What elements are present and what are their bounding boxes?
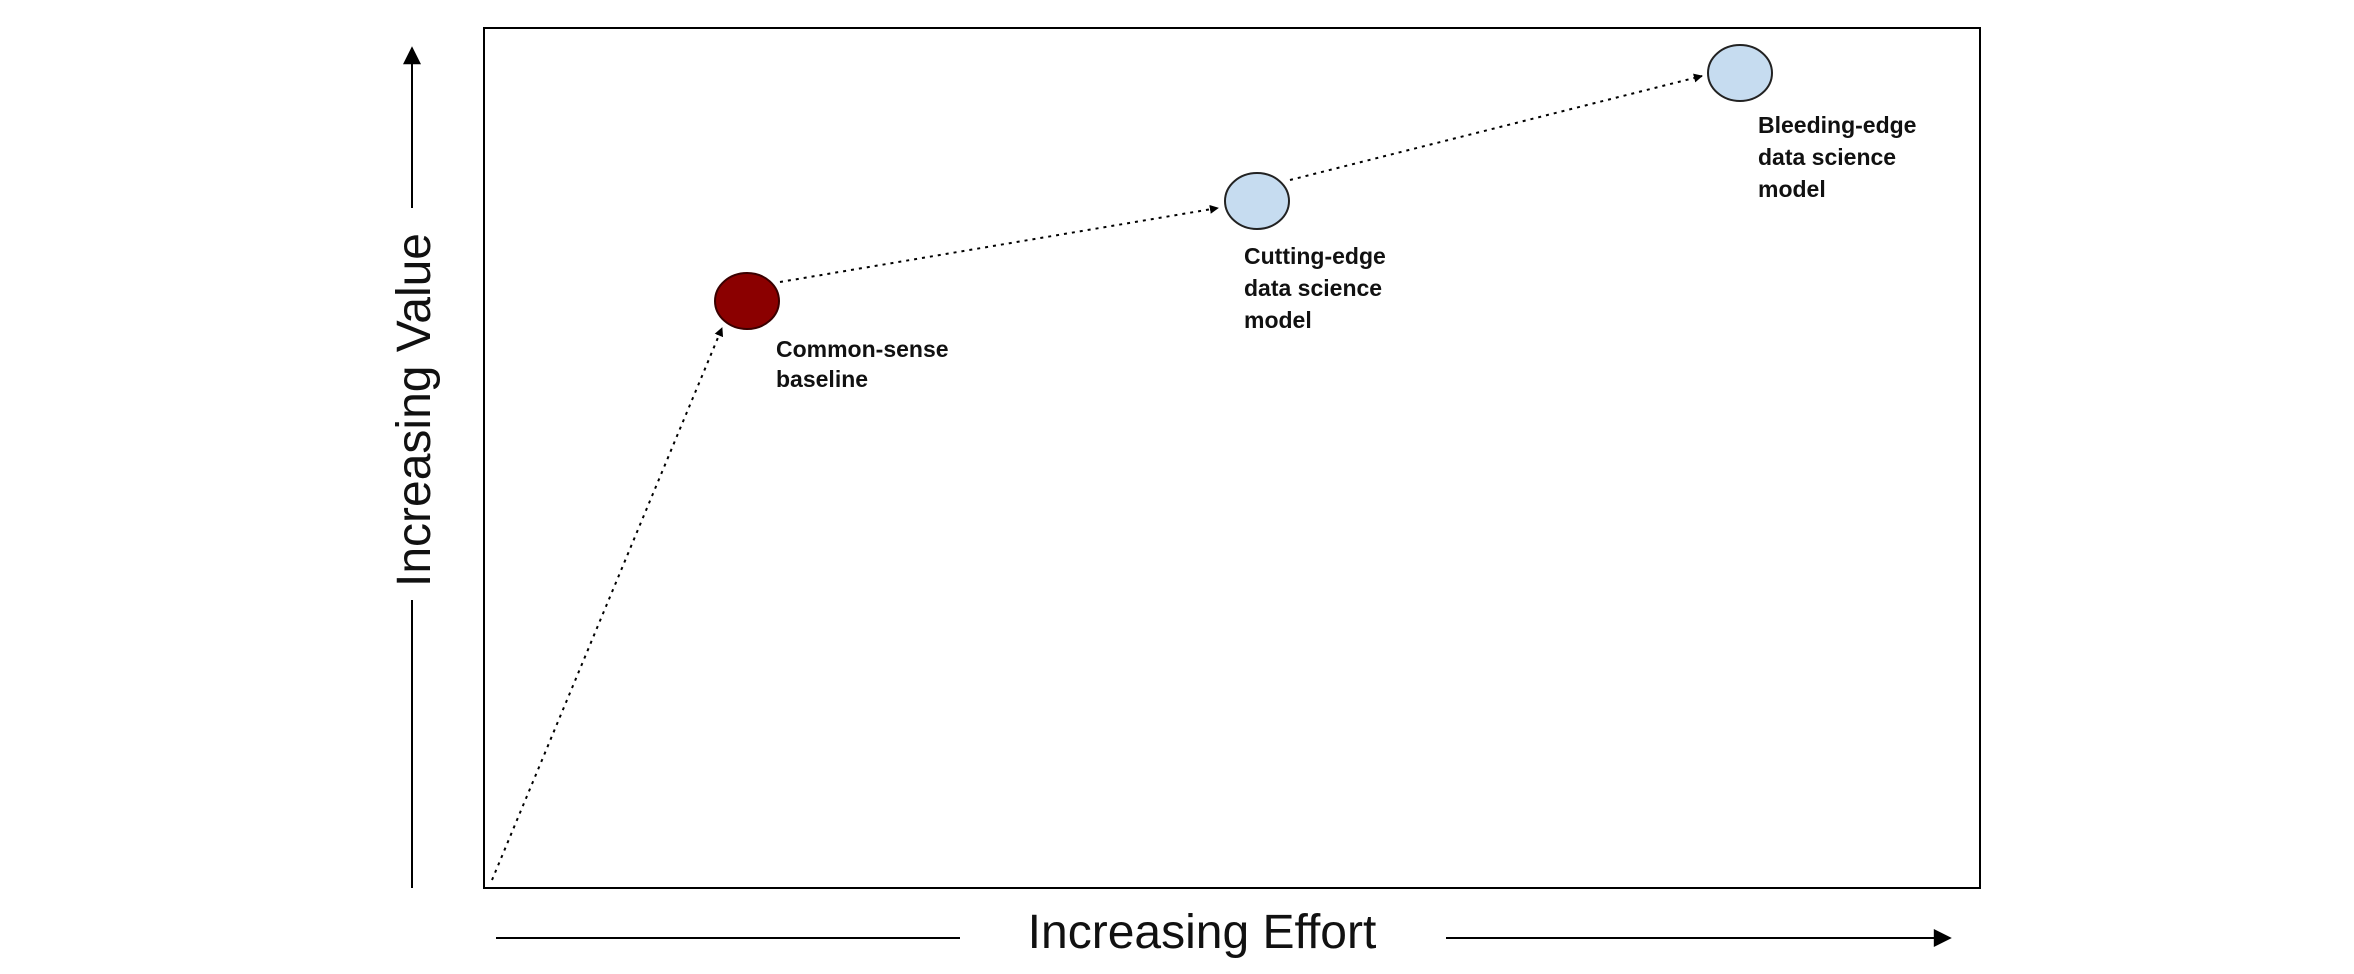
y-axis-title: Increasing Value bbox=[388, 233, 441, 587]
label-cutting-edge-model: Cutting-edge data science model bbox=[1244, 243, 1392, 333]
point-cutting-edge-model bbox=[1224, 172, 1290, 230]
label-line: data science bbox=[1244, 275, 1382, 301]
plot-frame bbox=[483, 27, 1981, 889]
label-bleeding-edge-model: Bleeding-edge data science model bbox=[1758, 112, 1923, 202]
label-line: Cutting-edge bbox=[1244, 243, 1386, 269]
connector-cutting-edge-to-bleeding-edge bbox=[1289, 73, 1703, 181]
label-common-sense-baseline: Common-sense baseline bbox=[776, 336, 955, 392]
label-line: Common-sense bbox=[776, 336, 949, 362]
label-line: model bbox=[1244, 307, 1312, 333]
connector-baseline-to-cutting-edge bbox=[779, 204, 1219, 283]
x-axis-title: Increasing Effort bbox=[1028, 906, 1377, 959]
label-line: Bleeding-edge bbox=[1758, 112, 1916, 138]
point-common-sense-baseline bbox=[714, 272, 780, 330]
label-line: model bbox=[1758, 176, 1826, 202]
point-bleeding-edge-model bbox=[1707, 44, 1773, 102]
label-line: data science bbox=[1758, 144, 1896, 170]
connector-origin-to-baseline bbox=[491, 327, 724, 881]
label-line: baseline bbox=[776, 366, 868, 392]
